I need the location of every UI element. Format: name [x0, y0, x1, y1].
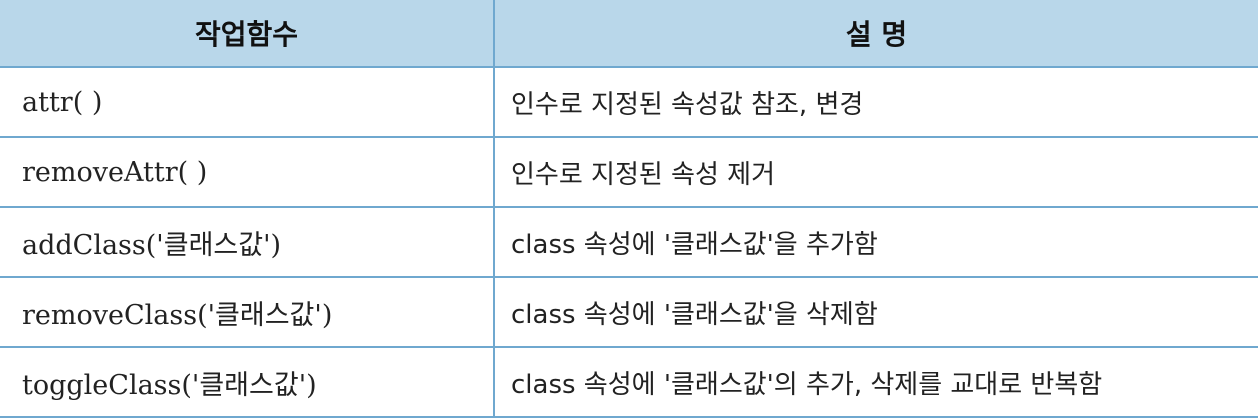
table-row: removeAttr( ) 인수로 지정된 속성 제거 — [0, 136, 1258, 208]
header-function: 작업함수 — [0, 0, 495, 68]
description-cell: class 속성에 '클래스값'의 추가, 삭제를 교대로 반복함 — [493, 346, 1258, 418]
function-cell: removeAttr( ) — [0, 136, 495, 208]
description-cell: class 속성에 '클래스값'을 추가함 — [493, 206, 1258, 278]
table-row: attr( ) 인수로 지정된 속성값 참조, 변경 — [0, 66, 1258, 138]
table-row: toggleClass('클래스값') class 속성에 '클래스값'의 추가… — [0, 346, 1258, 418]
description-cell: class 속성에 '클래스값'을 삭제함 — [493, 276, 1258, 348]
header-row: 작업함수 설 명 — [0, 0, 1258, 68]
function-cell: removeClass('클래스값') — [0, 276, 495, 348]
description-cell: 인수로 지정된 속성 제거 — [493, 136, 1258, 208]
function-cell: addClass('클래스값') — [0, 206, 495, 278]
description-cell: 인수로 지정된 속성값 참조, 변경 — [493, 66, 1258, 138]
function-cell: attr( ) — [0, 66, 495, 138]
table-row: addClass('클래스값') class 속성에 '클래스값'을 추가함 — [0, 206, 1258, 278]
header-description: 설 명 — [493, 0, 1258, 68]
function-cell: toggleClass('클래스값') — [0, 346, 495, 418]
table-row: removeClass('클래스값') class 속성에 '클래스값'을 삭제… — [0, 276, 1258, 348]
